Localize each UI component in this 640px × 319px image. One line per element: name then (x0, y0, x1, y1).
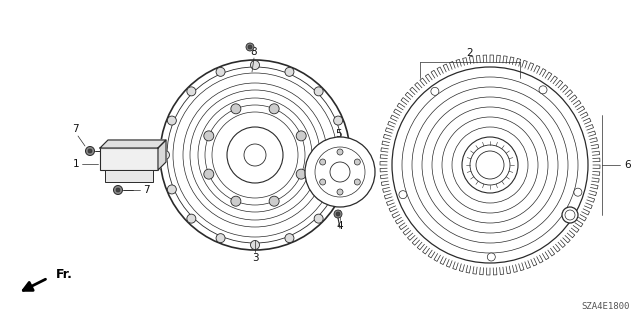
Text: SZA4E1800: SZA4E1800 (582, 302, 630, 311)
Circle shape (160, 60, 350, 250)
Circle shape (330, 162, 350, 182)
Circle shape (285, 234, 294, 243)
Bar (105, 170, 153, 182)
Circle shape (167, 116, 177, 125)
Circle shape (269, 104, 279, 114)
Circle shape (116, 188, 120, 192)
Circle shape (432, 107, 548, 223)
Circle shape (204, 131, 214, 141)
Text: Fr.: Fr. (56, 269, 73, 281)
Circle shape (487, 253, 495, 261)
Circle shape (244, 144, 266, 166)
Circle shape (183, 83, 327, 227)
Circle shape (314, 214, 323, 223)
Circle shape (476, 151, 504, 179)
Circle shape (198, 98, 312, 212)
Circle shape (539, 86, 547, 94)
Circle shape (319, 179, 326, 185)
Circle shape (392, 67, 588, 263)
Circle shape (285, 67, 294, 76)
Circle shape (173, 73, 337, 237)
Text: 4: 4 (337, 221, 343, 231)
Circle shape (337, 189, 343, 195)
Circle shape (113, 186, 122, 195)
Circle shape (231, 104, 241, 114)
Circle shape (574, 188, 582, 196)
Circle shape (204, 169, 214, 179)
Circle shape (212, 112, 298, 198)
Text: 6: 6 (625, 160, 631, 170)
Text: 7: 7 (143, 185, 149, 195)
Circle shape (216, 67, 225, 76)
Polygon shape (100, 140, 166, 148)
Circle shape (296, 131, 306, 141)
Circle shape (402, 77, 578, 253)
Circle shape (314, 87, 323, 96)
Circle shape (161, 151, 170, 160)
Circle shape (334, 210, 342, 218)
Circle shape (216, 234, 225, 243)
Circle shape (305, 137, 375, 207)
Circle shape (355, 159, 360, 165)
Circle shape (319, 159, 326, 165)
Circle shape (562, 207, 578, 223)
Circle shape (399, 191, 407, 199)
Text: 3: 3 (252, 253, 259, 263)
Circle shape (86, 146, 95, 155)
Circle shape (412, 87, 568, 243)
Circle shape (187, 214, 196, 223)
Circle shape (250, 241, 259, 249)
Circle shape (296, 169, 306, 179)
Text: 5: 5 (335, 129, 341, 139)
Circle shape (190, 90, 320, 220)
Circle shape (470, 145, 510, 185)
Polygon shape (158, 140, 166, 170)
Bar (100, 148, 158, 170)
Circle shape (246, 43, 254, 51)
Circle shape (167, 185, 177, 194)
Text: 1: 1 (73, 159, 79, 169)
Circle shape (88, 149, 92, 153)
Circle shape (250, 61, 259, 70)
Circle shape (167, 67, 343, 243)
Circle shape (336, 212, 340, 216)
Text: 8: 8 (251, 47, 257, 57)
Circle shape (269, 196, 279, 206)
Circle shape (422, 97, 558, 233)
Text: 2: 2 (467, 48, 474, 58)
Circle shape (462, 137, 518, 193)
Circle shape (315, 147, 365, 197)
Circle shape (431, 87, 439, 95)
Circle shape (227, 127, 283, 183)
Circle shape (565, 210, 575, 220)
Circle shape (442, 117, 538, 213)
Circle shape (231, 196, 241, 206)
Circle shape (340, 151, 349, 160)
Circle shape (333, 116, 342, 125)
Circle shape (248, 45, 252, 49)
Circle shape (187, 87, 196, 96)
Circle shape (333, 185, 342, 194)
Circle shape (355, 179, 360, 185)
Circle shape (452, 127, 528, 203)
Circle shape (337, 149, 343, 155)
Circle shape (205, 105, 305, 205)
Text: 7: 7 (72, 124, 78, 134)
